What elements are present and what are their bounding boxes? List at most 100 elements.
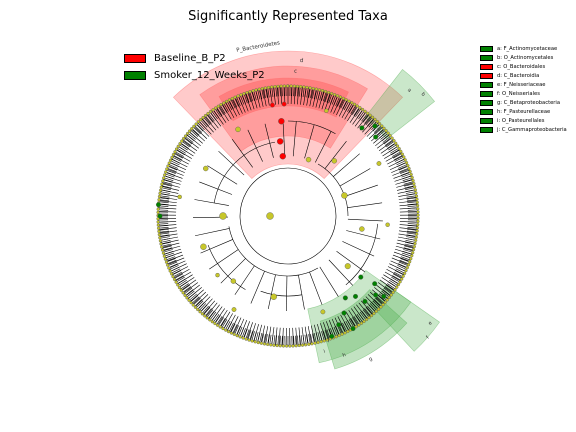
- leaf-node: [415, 229, 419, 233]
- clade-legend-item: f: O_Neisseriales: [480, 89, 567, 98]
- branch-line: [175, 149, 185, 156]
- tree-node: [331, 158, 337, 164]
- branch-line: [404, 243, 415, 247]
- branch-line: [243, 93, 248, 104]
- leaf-node: [236, 94, 240, 98]
- leaf-node: [208, 318, 212, 322]
- branch-line: [350, 105, 357, 114]
- leaf-node: [226, 330, 231, 334]
- branch-line: [394, 156, 404, 162]
- branch-line: [236, 326, 241, 336]
- branch-line: [191, 128, 200, 136]
- branch-line: [198, 303, 207, 311]
- branch-line: [159, 230, 178, 234]
- branch-line: [312, 333, 315, 344]
- leaf-node: [368, 113, 372, 117]
- branch-line: [253, 90, 257, 101]
- branch-line: [373, 299, 382, 307]
- leaf-node: [160, 182, 164, 186]
- branch-line: [353, 107, 360, 116]
- branch-line: [200, 304, 208, 313]
- branch-line: [241, 328, 246, 338]
- leaf-node: [276, 84, 280, 88]
- tree-node: [230, 278, 237, 284]
- branch-line: [399, 259, 409, 265]
- smoker-node: [341, 310, 347, 316]
- branch-line: [206, 309, 214, 318]
- branch-line: [328, 93, 333, 104]
- branch-line: [159, 196, 178, 200]
- branch-arc: [345, 223, 378, 286]
- tree-nodes: [155, 84, 420, 348]
- branch-line: [364, 115, 372, 124]
- branch-line: [166, 258, 176, 263]
- branch-line: [161, 186, 180, 191]
- branch-line: [205, 302, 218, 317]
- tree-node: [359, 226, 365, 232]
- branch-line: [395, 158, 405, 164]
- branch-line: [396, 186, 415, 191]
- leaf-node: [158, 191, 162, 196]
- branch-line: [185, 284, 200, 297]
- branch-line: [216, 107, 223, 116]
- branch-line: [353, 316, 360, 325]
- branch-line: [302, 86, 305, 97]
- leaf-node: [244, 337, 248, 341]
- leaf-node: [230, 96, 234, 101]
- leaf-node: [371, 115, 375, 119]
- branch-line: [343, 100, 350, 111]
- branch-line: [225, 101, 231, 111]
- branch-line: [298, 335, 301, 346]
- branch-line: [230, 99, 236, 109]
- branch-line: [160, 238, 171, 241]
- branch-line: [405, 189, 416, 192]
- leaf-node: [190, 127, 194, 131]
- branch-line: [302, 335, 305, 346]
- branch-line: [377, 129, 386, 137]
- branch-line: [208, 310, 215, 319]
- clade-legend-item: d: C_Bacteroidia: [480, 71, 567, 80]
- leaf-node: [224, 328, 228, 332]
- branch-line: [331, 318, 340, 336]
- branch-line: [388, 144, 397, 151]
- leaf-node: [377, 307, 381, 311]
- leaf-node: [203, 314, 207, 318]
- sector-label-i: i: [323, 349, 326, 355]
- leaf-node: [291, 344, 295, 348]
- branch-line: [297, 86, 300, 105]
- branch-line: [228, 100, 238, 117]
- leaf-node: [347, 99, 351, 103]
- leaf-node: [221, 326, 225, 331]
- leaf-node: [409, 172, 413, 177]
- branch-line: [232, 324, 238, 334]
- branch-line: [312, 89, 318, 107]
- baseline-node: [276, 138, 284, 145]
- leaf-node: [182, 136, 186, 141]
- branch-line: [211, 110, 218, 120]
- branch-line: [405, 187, 415, 191]
- branch-line: [237, 95, 243, 106]
- leaf-node: [196, 120, 200, 124]
- branch-line: [387, 283, 396, 290]
- baseline-node: [281, 101, 287, 107]
- branch-line: [282, 121, 286, 157]
- branch-line: [162, 181, 173, 185]
- branch-line: [176, 149, 192, 159]
- branch-line: [195, 123, 204, 132]
- leaf-node: [205, 316, 209, 320]
- branch-line: [345, 311, 356, 328]
- branch-line: [231, 138, 253, 168]
- leaf-node: [323, 89, 328, 94]
- branch-line: [228, 100, 234, 110]
- tree-node: [320, 309, 326, 315]
- branch-line: [324, 330, 329, 340]
- branch-line: [172, 271, 183, 278]
- branch-line: [355, 315, 362, 324]
- branch-line: [310, 88, 313, 99]
- leaf-node: [387, 295, 391, 300]
- branch-line: [378, 140, 394, 152]
- leaf-node: [350, 101, 354, 105]
- branch-line: [330, 94, 335, 104]
- branch-arc: [239, 167, 337, 265]
- clade-label: b: O_Actinomycetales: [497, 54, 554, 61]
